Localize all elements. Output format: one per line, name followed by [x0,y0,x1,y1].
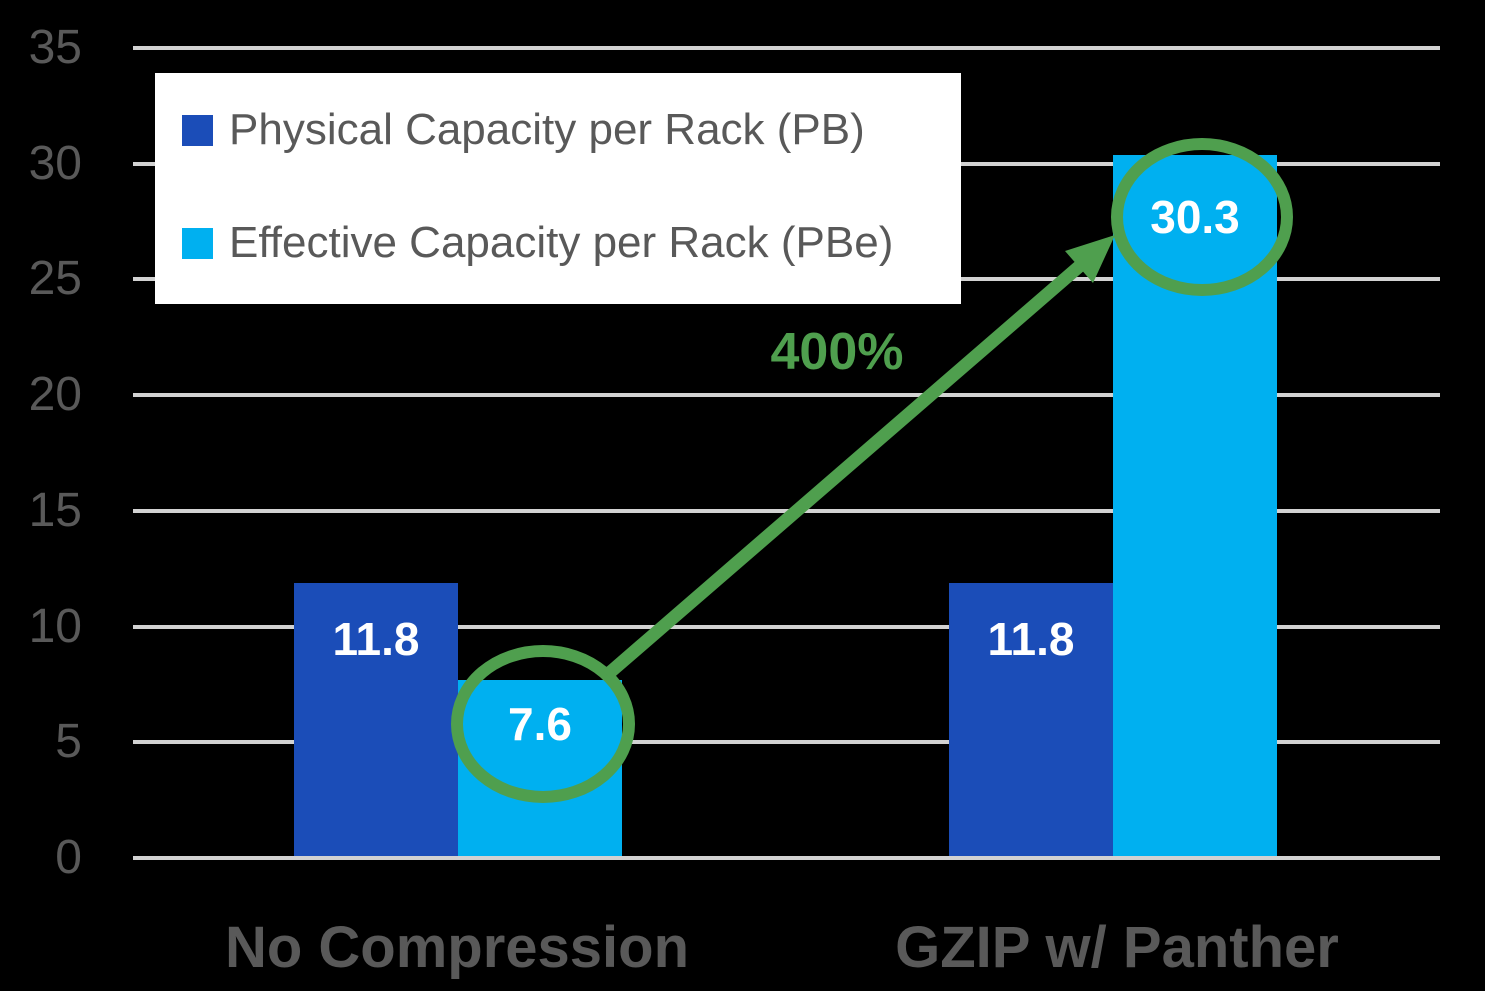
legend-label-effective: Effective Capacity per Rack (PBe) [229,218,894,267]
y-tick-label-15: 15 [28,483,82,537]
y-tick-label-5: 5 [55,715,82,769]
bar-value-label: 11.8 [987,612,1075,665]
y-tick-label-10: 10 [28,599,82,653]
bar-effective-1: 30.3 [1113,154,1277,856]
legend-item-effective: Effective Capacity per Rack (PBe) [182,211,951,275]
bar-effective-0: 7.6 [458,680,622,856]
gridline-0 [133,856,1440,860]
bar-value-label: 7.6 [508,697,572,750]
category-label-gzip-panther: GZIP w/ Panther [895,915,1339,980]
y-tick-label-30: 30 [28,136,82,190]
growth-arrow-head [1065,235,1115,283]
gridline-35 [133,46,1440,50]
gridline-5 [133,740,1440,745]
legend: Physical Capacity per Rack (PB) Effectiv… [155,73,961,304]
y-tick-label-20: 20 [28,368,82,422]
y-tick-label-0: 0 [55,831,82,884]
legend-swatch-effective [182,227,213,259]
bar-physical-0: 11.8 [294,582,458,856]
legend-item-physical: Physical Capacity per Rack (PB) [182,98,951,162]
legend-label-physical: Physical Capacity per Rack (PB) [229,105,865,154]
category-label-no-compression: No Compression [224,915,690,980]
bar-value-label: 30.3 [1150,190,1240,243]
growth-percentage-label: 400% [770,323,904,381]
legend-swatch-physical [182,114,213,146]
bar-value-label: 11.8 [332,612,420,665]
y-tick-label-35: 35 [28,21,82,74]
bar-physical-1: 11.8 [949,582,1113,856]
y-tick-label-25: 25 [28,252,82,306]
